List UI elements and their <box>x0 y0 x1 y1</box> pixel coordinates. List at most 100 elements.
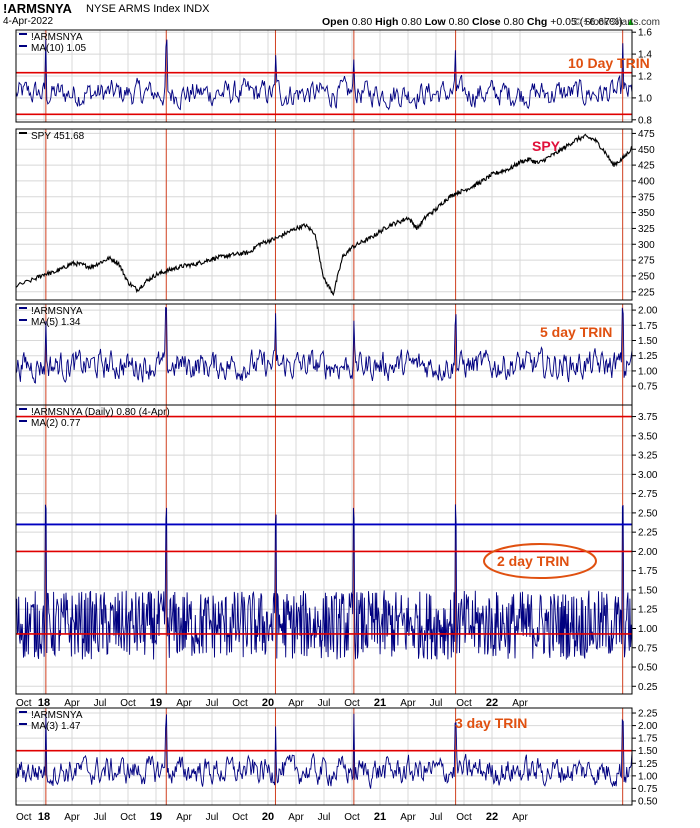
ytick-label-ma2-6: 1.75 <box>638 566 658 577</box>
ytick-label-ma2-5: 1.50 <box>638 585 658 596</box>
ytick-label-ma2-9: 2.50 <box>638 508 658 519</box>
chg-arrow-icon: ▲ <box>625 16 636 28</box>
symbol-description: NYSE ARMS Index INDX <box>86 3 210 15</box>
ytick-label-spy-6: 375 <box>638 192 655 203</box>
x-axis-label-bottom-8: Oct <box>232 812 248 823</box>
panel-frame-spy <box>15 128 633 301</box>
x-axis-label-5: 19 <box>150 697 162 709</box>
x-axis-label-bottom-9: 20 <box>262 811 274 823</box>
ytick-label-ma3-3: 1.25 <box>638 759 658 770</box>
legend-swatch2-ma3 <box>19 723 27 725</box>
description-text: NYSE ARMS Index <box>86 3 181 15</box>
ytick-label-ma2-14: 3.75 <box>638 412 658 423</box>
high-label: High <box>375 16 399 28</box>
ytick-label-spy-2: 275 <box>638 256 655 267</box>
x-axis-label-bottom-4: Oct <box>120 812 136 823</box>
ytick-label-ma2-12: 3.25 <box>638 451 658 462</box>
ytick-label-spy-3: 300 <box>638 240 655 251</box>
series-line-ma3 <box>15 713 633 789</box>
x-axis-label-bottom-6: Apr <box>176 812 192 823</box>
ytick-label-ma10-0: 0.8 <box>638 115 652 126</box>
x-axis-label-bottom-0: Oct <box>16 812 32 823</box>
legend-label2-ma10: MA(10) 1.05 <box>31 43 86 54</box>
legend-label2-ma5: MA(5) 1.34 <box>31 317 81 328</box>
series-line-spy <box>15 133 633 297</box>
legend-swatch-ma3 <box>19 711 27 713</box>
ytick-label-ma5-4: 1.75 <box>638 321 658 332</box>
legend-swatch2-ma10 <box>19 45 27 47</box>
legend-swatch2-ma2 <box>19 420 27 422</box>
ytick-label-spy-8: 425 <box>638 161 655 172</box>
legend-spy: SPY 451.68 <box>19 131 85 142</box>
legend-label-ma5: !ARMSNYA <box>31 306 83 317</box>
x-axis-label-bottom-13: 21 <box>374 811 386 823</box>
ytick-label-spy-9: 450 <box>638 145 655 156</box>
ytick-label-ma3-6: 2.00 <box>638 721 658 732</box>
x-axis: Oct Oct 18 18 Apr Apr Jul Jul Oct Oct 19 19 Apr Apr Ju… <box>16 697 528 823</box>
x-axis-label-18: Apr <box>512 698 528 709</box>
ytick-label-ma2-11: 3.00 <box>638 470 658 481</box>
panel-spy: 225 250 275 300 325 350 375 400 425 450 475 SPY 451… <box>15 128 655 301</box>
ytick-label-spy-5: 350 <box>638 208 655 219</box>
quote-summary: Open 0.80 High 0.80 Low 0.80 Close 0.80 … <box>322 16 636 28</box>
x-axis-label-bottom-5: 19 <box>150 811 162 823</box>
open-label: Open <box>322 16 349 28</box>
x-axis-label-bottom-7: Jul <box>206 812 219 823</box>
quote-date: 4-Apr-2022 <box>3 16 54 27</box>
x-axis-label-bottom-2: Apr <box>64 812 80 823</box>
ytick-label-ma5-3: 1.50 <box>638 336 658 347</box>
panel-ma2: 0.25 0.50 0.75 1.00 1.25 1.50 1.75 2.00 2.25 2.50… <box>15 404 658 695</box>
symbol-title: !ARMSNYA <box>3 1 72 16</box>
ytick-label-ma2-1: 0.50 <box>638 663 658 674</box>
ytick-label-ma2-2: 0.75 <box>638 643 658 654</box>
annotation-circle-ma2 <box>483 543 597 579</box>
x-axis-label-bottom-17: 22 <box>486 811 498 823</box>
ytick-label-ma3-7: 2.25 <box>638 709 658 720</box>
legend-label2-ma3: MA(3) 1.47 <box>31 721 81 732</box>
ytick-label-ma5-0: 0.75 <box>638 382 658 393</box>
legend-label-ma10: !ARMSNYA <box>31 32 83 43</box>
close-label: Close <box>472 16 501 28</box>
x-axis-label-15: Jul <box>430 698 443 709</box>
ytick-label-ma2-8: 2.25 <box>638 528 658 539</box>
ytick-label-ma10-3: 1.4 <box>638 50 652 61</box>
ytick-label-spy-1: 250 <box>638 271 655 282</box>
x-axis-label-8: Oct <box>232 698 248 709</box>
ytick-label-ma3-5: 1.75 <box>638 734 658 745</box>
x-axis-label-10: Apr <box>288 698 304 709</box>
ytick-label-ma10-2: 1.2 <box>638 72 652 83</box>
ytick-label-ma10-4: 1.6 <box>638 28 652 39</box>
panel-frame-ma10 <box>15 29 633 123</box>
x-axis-label-9: 20 <box>262 697 274 709</box>
x-axis-label-1: 18 <box>38 697 50 709</box>
ytick-label-spy-7: 400 <box>638 176 655 187</box>
legend-swatch2-ma5 <box>19 319 27 321</box>
x-axis-label-12: Oct <box>344 698 360 709</box>
ytick-label-spy-4: 325 <box>638 224 655 235</box>
x-axis-label-bottom-18: Apr <box>512 812 528 823</box>
x-axis-label-bottom-10: Apr <box>288 812 304 823</box>
x-axis-label-16: Oct <box>456 698 472 709</box>
series-line-ma10 <box>15 39 633 111</box>
x-axis-label-13: 21 <box>374 697 386 709</box>
panel-frame-ma2 <box>15 404 633 695</box>
x-axis-label-7: Jul <box>206 698 219 709</box>
series-line-ma2 <box>15 504 633 660</box>
legend-label-spy: SPY 451.68 <box>31 131 85 142</box>
x-axis-label-2: Apr <box>64 698 80 709</box>
x-axis-label-bottom-12: Oct <box>344 812 360 823</box>
panel-frame-ma3 <box>15 707 633 806</box>
legend-swatch-spy <box>19 132 27 134</box>
annotation-spy: SPY <box>532 138 561 154</box>
legend-label-ma3: !ARMSNYA <box>31 710 83 721</box>
ytick-label-ma3-0: 0.50 <box>638 796 658 807</box>
low-label: Low <box>424 16 446 28</box>
ytick-label-ma3-1: 0.75 <box>638 784 658 795</box>
ytick-label-ma3-4: 1.50 <box>638 746 658 757</box>
annotation-ma2: 2 day TRIN <box>497 553 569 569</box>
